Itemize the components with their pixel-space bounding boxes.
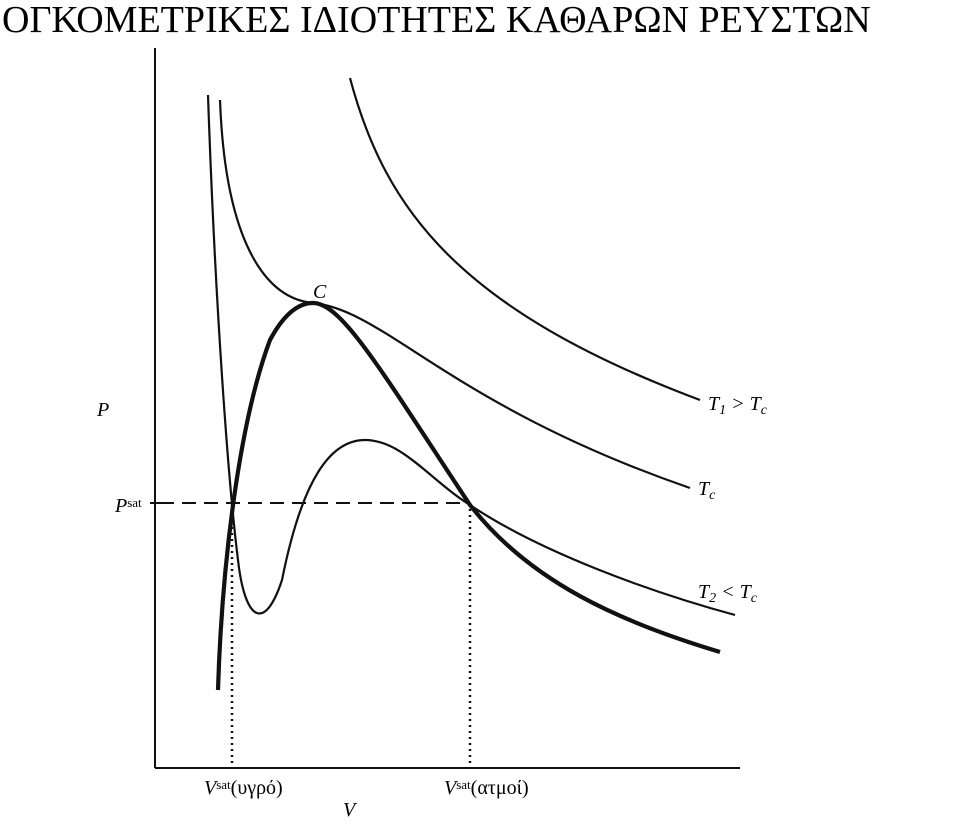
- t2-label: T2 < Tc: [698, 581, 758, 606]
- label-part: (ατμοί): [471, 777, 529, 799]
- label-part: P: [96, 399, 109, 421]
- tc-label: Tc: [698, 478, 716, 503]
- label-part: P: [114, 495, 127, 517]
- label-part: sat: [456, 777, 471, 792]
- label-part: sat: [216, 777, 231, 792]
- p-axis-label: P: [96, 399, 109, 421]
- saturation-dome: [215, 300, 721, 691]
- label-part: V: [343, 799, 358, 821]
- label-part: 1: [719, 403, 726, 418]
- label-part: c: [751, 591, 758, 606]
- p-sat-label: Psat: [114, 495, 142, 517]
- t1-label: T1 > Tc: [708, 393, 768, 418]
- label-part: C: [313, 281, 327, 303]
- v-axis-label: V: [343, 799, 358, 821]
- isotherm-t1: [348, 77, 701, 402]
- v-liquid-label: Vsat(υγρό): [204, 777, 283, 799]
- label-part: c: [761, 403, 768, 418]
- critical-point-label: C: [313, 281, 327, 303]
- label-part: 2: [709, 591, 716, 606]
- v-vapor-label: Vsat(ατμοί): [444, 777, 529, 799]
- label-part: < T: [716, 581, 752, 603]
- label-part: > T: [726, 393, 762, 415]
- axes: [150, 48, 740, 769]
- label-part: c: [709, 488, 716, 503]
- isotherm-t2: [206, 94, 736, 617]
- label-part: T: [698, 478, 711, 500]
- label-part: T: [708, 393, 721, 415]
- isotherm-tc: [218, 99, 691, 490]
- label-part: T: [698, 581, 711, 603]
- label-part: (υγρό): [231, 777, 283, 799]
- title: ΟΓΚΟΜΕΤΡΙΚΕΣ ΙΔΙΟΤΗΤΕΣ ΚΑΘΑΡΩΝ ΡΕΥΣΤΩΝ: [2, 0, 871, 41]
- label-part: sat: [127, 495, 142, 510]
- label-part: V: [204, 777, 219, 799]
- label-part: V: [444, 777, 459, 799]
